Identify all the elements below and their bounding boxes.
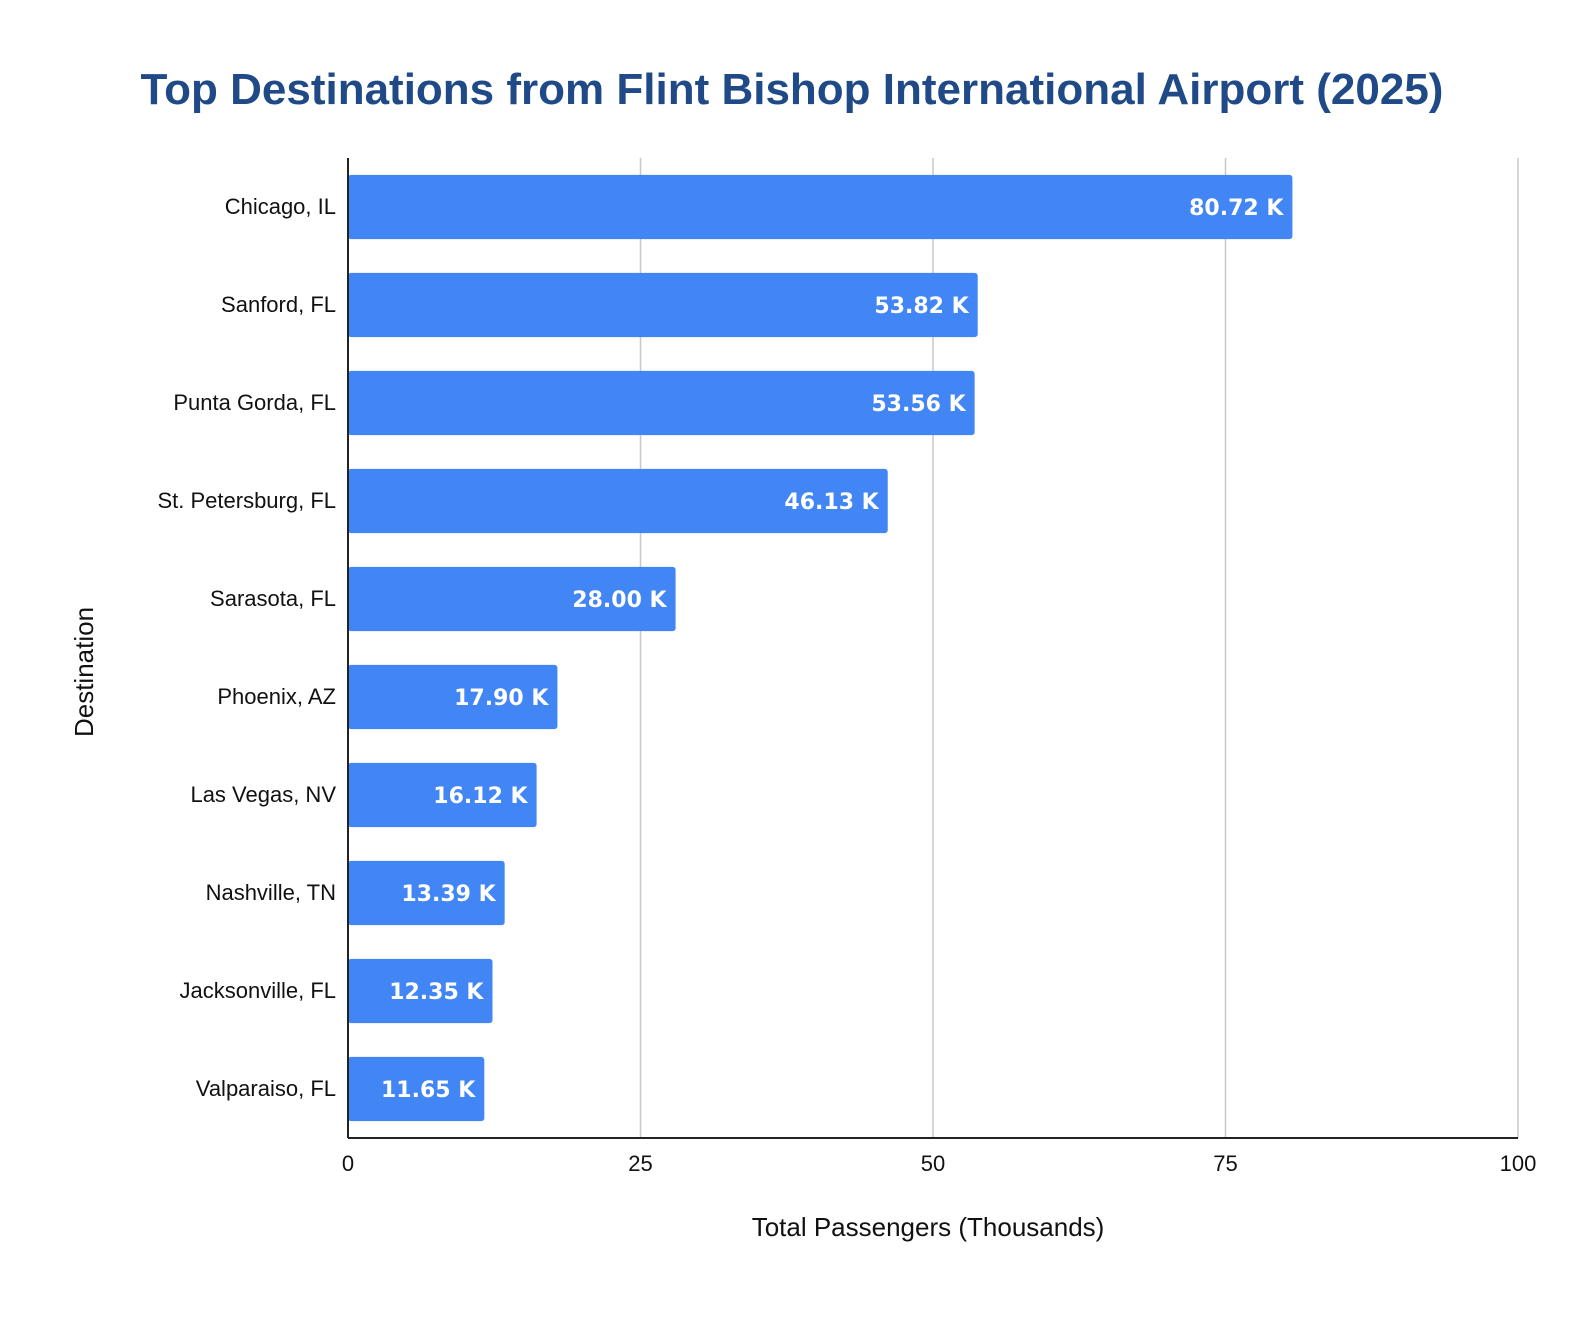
bar bbox=[348, 762, 537, 828]
bar-value-label: 13.39 K bbox=[401, 882, 496, 907]
category-label: Las Vegas, NV bbox=[190, 782, 336, 807]
bar bbox=[348, 664, 558, 730]
bar-value-label: 12.35 K bbox=[389, 980, 484, 1005]
bars bbox=[348, 174, 1293, 1122]
bar-value-label: 46.13 K bbox=[784, 490, 879, 515]
bar-value-label: 17.90 K bbox=[454, 686, 549, 711]
category-label: Punta Gorda, FL bbox=[173, 390, 336, 415]
x-tick-label: 50 bbox=[921, 1151, 945, 1176]
bar-value-label: 80.72 K bbox=[1189, 196, 1284, 221]
category-label: Sarasota, FL bbox=[210, 586, 336, 611]
bar-value-label: 11.65 K bbox=[381, 1078, 476, 1103]
category-label: St. Petersburg, FL bbox=[157, 488, 336, 513]
category-label: Valparaiso, FL bbox=[196, 1076, 336, 1101]
bar-value-label: 53.56 K bbox=[871, 392, 966, 417]
category-label: Chicago, IL bbox=[225, 194, 336, 219]
category-labels: Chicago, IL Sanford, FL Punta Gorda, FL St.… bbox=[157, 194, 336, 1101]
x-tick-label: 25 bbox=[628, 1151, 652, 1176]
bar bbox=[348, 272, 978, 338]
x-tick-labels: 0 25 50 75 100 bbox=[342, 1151, 1536, 1176]
bar bbox=[348, 566, 676, 632]
y-axis-title: Destination bbox=[69, 607, 99, 737]
bar bbox=[348, 958, 493, 1024]
category-label: Phoenix, AZ bbox=[217, 684, 336, 709]
x-axis-title: Total Passengers (Thousands) bbox=[752, 1212, 1105, 1242]
data-labels: 80.72 K 53.82 K 53.56 K 46.13 K 28.00 K 17.90… bbox=[381, 196, 1284, 1103]
x-tick-label: 0 bbox=[342, 1151, 354, 1176]
bar bbox=[348, 468, 888, 534]
category-label: Jacksonville, FL bbox=[179, 978, 336, 1003]
chart-title: Top Destinations from Flint Bishop Inter… bbox=[140, 65, 1444, 114]
bar-value-label: 28.00 K bbox=[572, 588, 667, 613]
bar bbox=[348, 860, 505, 926]
category-label: Sanford, FL bbox=[221, 292, 336, 317]
bar-value-label: 16.12 K bbox=[433, 784, 528, 809]
bar bbox=[348, 1056, 485, 1122]
bar-value-label: 53.82 K bbox=[874, 294, 969, 319]
x-tick-label: 100 bbox=[1500, 1151, 1537, 1176]
bar bbox=[348, 174, 1293, 240]
x-tick-label: 75 bbox=[1213, 1151, 1237, 1176]
category-label: Nashville, TN bbox=[206, 880, 336, 905]
bar bbox=[348, 370, 975, 436]
